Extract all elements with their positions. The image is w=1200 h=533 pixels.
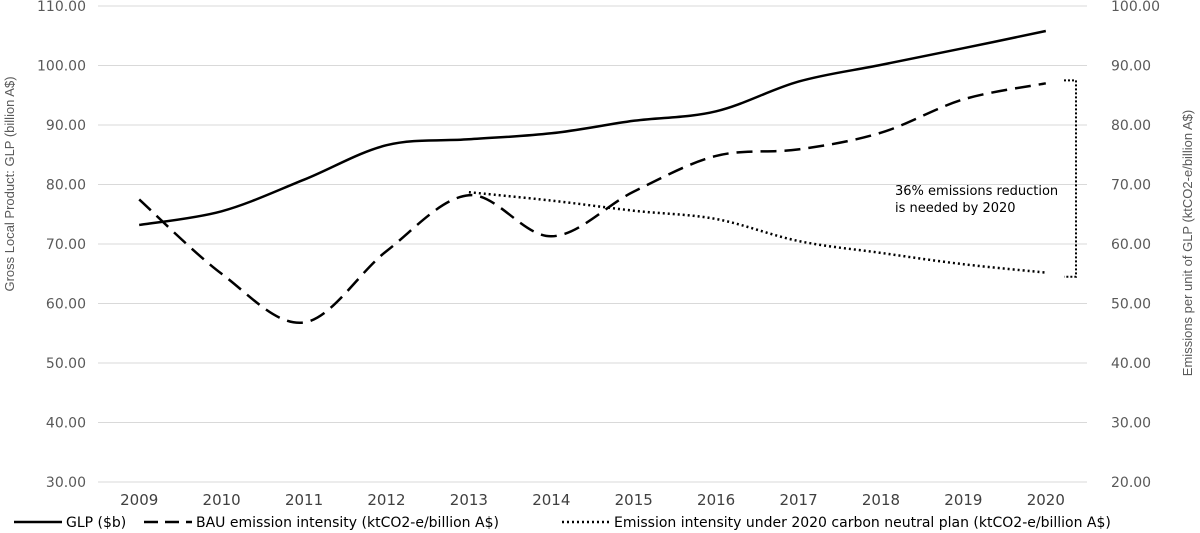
x-tick-label: 2019 — [944, 491, 982, 509]
x-tick-label: 2016 — [697, 491, 735, 509]
x-tick-label: 2012 — [367, 491, 405, 509]
series-glp-line — [138, 29, 1047, 227]
left-tick-label: 40.00 — [46, 416, 86, 432]
right-axis-ticks: 20.00 30.00 40.00 50.00 60.00 70.00 80.00 90.00… — [1111, 0, 1160, 491]
right-tick-label: 80.00 — [1111, 118, 1151, 134]
right-tick-label: 90.00 — [1111, 59, 1151, 75]
series-plan-line — [468, 190, 1046, 274]
legend-label-bau: BAU emission intensity (ktCO2-e/billion … — [196, 515, 499, 531]
series-lines — [138, 29, 1047, 324]
x-tick-label: 2013 — [450, 491, 488, 509]
x-axis-ticks: 2009 2010 2011 2012 2013 2014 2015 2016 2017 2018… — [120, 491, 1065, 509]
right-tick-label: 20.00 — [1111, 475, 1151, 491]
left-tick-label: 90.00 — [46, 118, 86, 134]
x-tick-label: 2020 — [1027, 491, 1065, 509]
left-tick-label: 80.00 — [46, 178, 86, 194]
right-tick-label: 50.00 — [1111, 297, 1151, 313]
x-tick-label: 2010 — [203, 491, 241, 509]
right-tick-label: 30.00 — [1111, 416, 1151, 432]
x-tick-label: 2017 — [779, 491, 817, 509]
annotation-line-1: 36% emissions reduction — [895, 184, 1058, 199]
left-axis-ticks: 30.00 40.00 50.00 60.00 70.00 80.00 90.00 100.0… — [37, 0, 86, 491]
x-tick-label: 2009 — [120, 491, 158, 509]
x-tick-label: 2018 — [862, 491, 900, 509]
left-tick-label: 110.00 — [37, 0, 86, 15]
left-tick-label: 60.00 — [46, 297, 86, 313]
right-tick-label: 40.00 — [1111, 356, 1151, 372]
legend-label-glp: GLP ($b) — [66, 515, 126, 531]
left-axis-title: Gross Local Product: GLP (billion A$) — [2, 76, 17, 291]
left-tick-label: 100.00 — [37, 59, 86, 75]
x-tick-label: 2011 — [285, 491, 323, 509]
right-tick-label: 70.00 — [1111, 178, 1151, 194]
right-tick-label: 100.00 — [1111, 0, 1160, 15]
x-tick-label: 2015 — [615, 491, 653, 509]
legend: GLP ($b) BAU emission intensity (ktCO2-e… — [14, 515, 1111, 531]
annotation: 36% emissions reduction is needed by 202… — [895, 79, 1077, 278]
left-tick-label: 70.00 — [46, 237, 86, 253]
x-tick-label: 2014 — [532, 491, 570, 509]
annotation-line-2: is needed by 2020 — [895, 201, 1016, 216]
legend-label-plan: Emission intensity under 2020 carbon neu… — [614, 515, 1111, 531]
series-bau-line — [138, 82, 1047, 324]
right-tick-label: 60.00 — [1111, 237, 1151, 253]
right-axis-title: Emissions per unit of GLP (ktCO2-e/billi… — [1180, 110, 1195, 376]
annotation-bracket — [1064, 79, 1077, 278]
gridlines — [98, 5, 1087, 483]
left-tick-label: 30.00 — [46, 475, 86, 491]
left-tick-label: 50.00 — [46, 356, 86, 372]
